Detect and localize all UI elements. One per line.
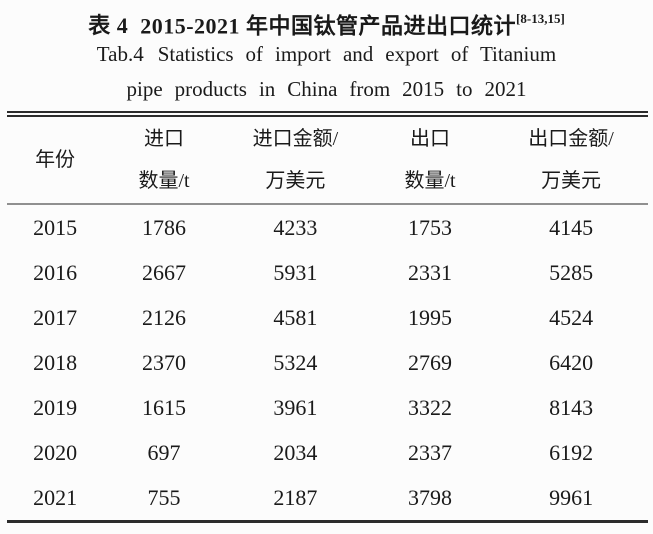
- cell-export-value: 5285: [549, 259, 594, 285]
- table-row: 2020 697 2034 2337 6192: [7, 430, 648, 475]
- table-caption-en-line1: Tab.4 Statistics of import and export of …: [0, 37, 653, 72]
- table-row: 2019 1615 3961 3322 8143: [7, 385, 648, 430]
- cell-import-value: 3961: [273, 394, 318, 420]
- citation-superscript: [8-13,15]: [516, 11, 565, 26]
- col-header-export-value: 出口金额/ 万美元: [494, 114, 648, 205]
- cell-export-value: 4145: [549, 214, 594, 240]
- cell-export-quantity: 1753: [408, 214, 453, 240]
- col-header-import-quantity-line2: 数量/t: [138, 170, 190, 192]
- cell-export-quantity: 2331: [408, 259, 453, 285]
- caption-en-line1-text: Statistics of import and export of Titan…: [157, 42, 557, 66]
- cell-import-quantity: 697: [147, 439, 181, 465]
- header-row: 年份 进口 数量/t 进口金额/ 万美元 出口 数量/t 出口金额/ 万美元: [7, 114, 648, 205]
- table-row: 2016 2667 5931 2331 5285: [7, 250, 648, 295]
- cell-year: 2020: [33, 439, 78, 465]
- col-header-import-value-line2: 万美元: [265, 170, 326, 192]
- cell-import-value: 2034: [273, 439, 318, 465]
- cell-export-quantity: 1995: [408, 304, 453, 330]
- cell-year: 2021: [33, 484, 78, 510]
- cell-export-quantity: 3798: [408, 484, 453, 510]
- col-header-import-value-line1: 进口金额/: [252, 128, 339, 150]
- table-caption-en-line2: pipe products in China from 2015 to 2021: [0, 72, 653, 107]
- table-row: 2015 1786 4233 1753 4145: [7, 204, 648, 250]
- cell-import-quantity: 1615: [142, 394, 187, 420]
- col-header-export-quantity-line2: 数量/t: [404, 170, 456, 192]
- table-header: 年份 进口 数量/t 进口金额/ 万美元 出口 数量/t 出口金额/ 万美元: [7, 114, 648, 205]
- cell-year: 2019: [33, 394, 78, 420]
- cell-year: 2018: [33, 349, 78, 375]
- cell-year: 2015: [33, 214, 78, 240]
- cell-year: 2016: [33, 259, 78, 285]
- cell-year: 2017: [33, 304, 78, 330]
- cell-import-quantity: 755: [147, 484, 181, 510]
- cell-import-quantity: 2667: [142, 259, 187, 285]
- cell-import-value: 4233: [273, 214, 318, 240]
- caption-zh-title: 2015-2021 年中国钛管产品进出口统计: [140, 13, 517, 39]
- col-header-year-label: 年份: [35, 149, 76, 171]
- table-row: 2021 755 2187 3798 9961: [7, 475, 648, 522]
- cell-import-quantity: 2126: [142, 304, 187, 330]
- cell-export-quantity: 2337: [408, 439, 453, 465]
- cell-export-value: 8143: [549, 394, 594, 420]
- col-header-year: 年份: [7, 114, 104, 205]
- import-export-statistics-table: 年份 进口 数量/t 进口金额/ 万美元 出口 数量/t 出口金额/ 万美元: [7, 111, 648, 523]
- col-header-export-value-line2: 万美元: [541, 170, 602, 192]
- cell-import-value: 5931: [273, 259, 318, 285]
- cell-export-value: 6192: [549, 439, 594, 465]
- col-header-import-quantity: 进口 数量/t: [103, 114, 225, 205]
- cell-export-value: 9961: [549, 484, 594, 510]
- caption-en-line2-text: pipe products in China from 2015 to 2021: [126, 77, 527, 101]
- cell-import-quantity: 2370: [142, 349, 187, 375]
- col-header-export-quantity-line1: 出口: [410, 128, 451, 150]
- caption-zh-table-number: 表 4: [88, 13, 129, 39]
- cell-export-value: 4524: [549, 304, 594, 330]
- table-caption-zh: 表 4 2015-2021 年中国钛管产品进出口统计[8-13,15]: [0, 0, 653, 39]
- cell-export-value: 6420: [549, 349, 594, 375]
- cell-import-value: 2187: [273, 484, 318, 510]
- table-row: 2018 2370 5324 2769 6420: [7, 340, 648, 385]
- table-body: 2015 1786 4233 1753 4145 2016 2667 5931 …: [7, 204, 648, 522]
- col-header-export-value-line1: 出口金额/: [528, 128, 614, 150]
- col-header-import-value: 进口金额/ 万美元: [224, 114, 366, 205]
- cell-export-quantity: 2769: [408, 349, 453, 375]
- cell-import-quantity: 1786: [142, 214, 187, 240]
- col-header-import-quantity-line1: 进口: [144, 128, 185, 150]
- cell-import-value: 5324: [273, 349, 318, 375]
- table-row: 2017 2126 4581 1995 4524: [7, 295, 648, 340]
- cell-import-value: 4581: [273, 304, 318, 330]
- cell-export-quantity: 3322: [408, 394, 453, 420]
- caption-en-table-number: Tab.4: [96, 42, 144, 66]
- col-header-export-quantity: 出口 数量/t: [365, 114, 495, 205]
